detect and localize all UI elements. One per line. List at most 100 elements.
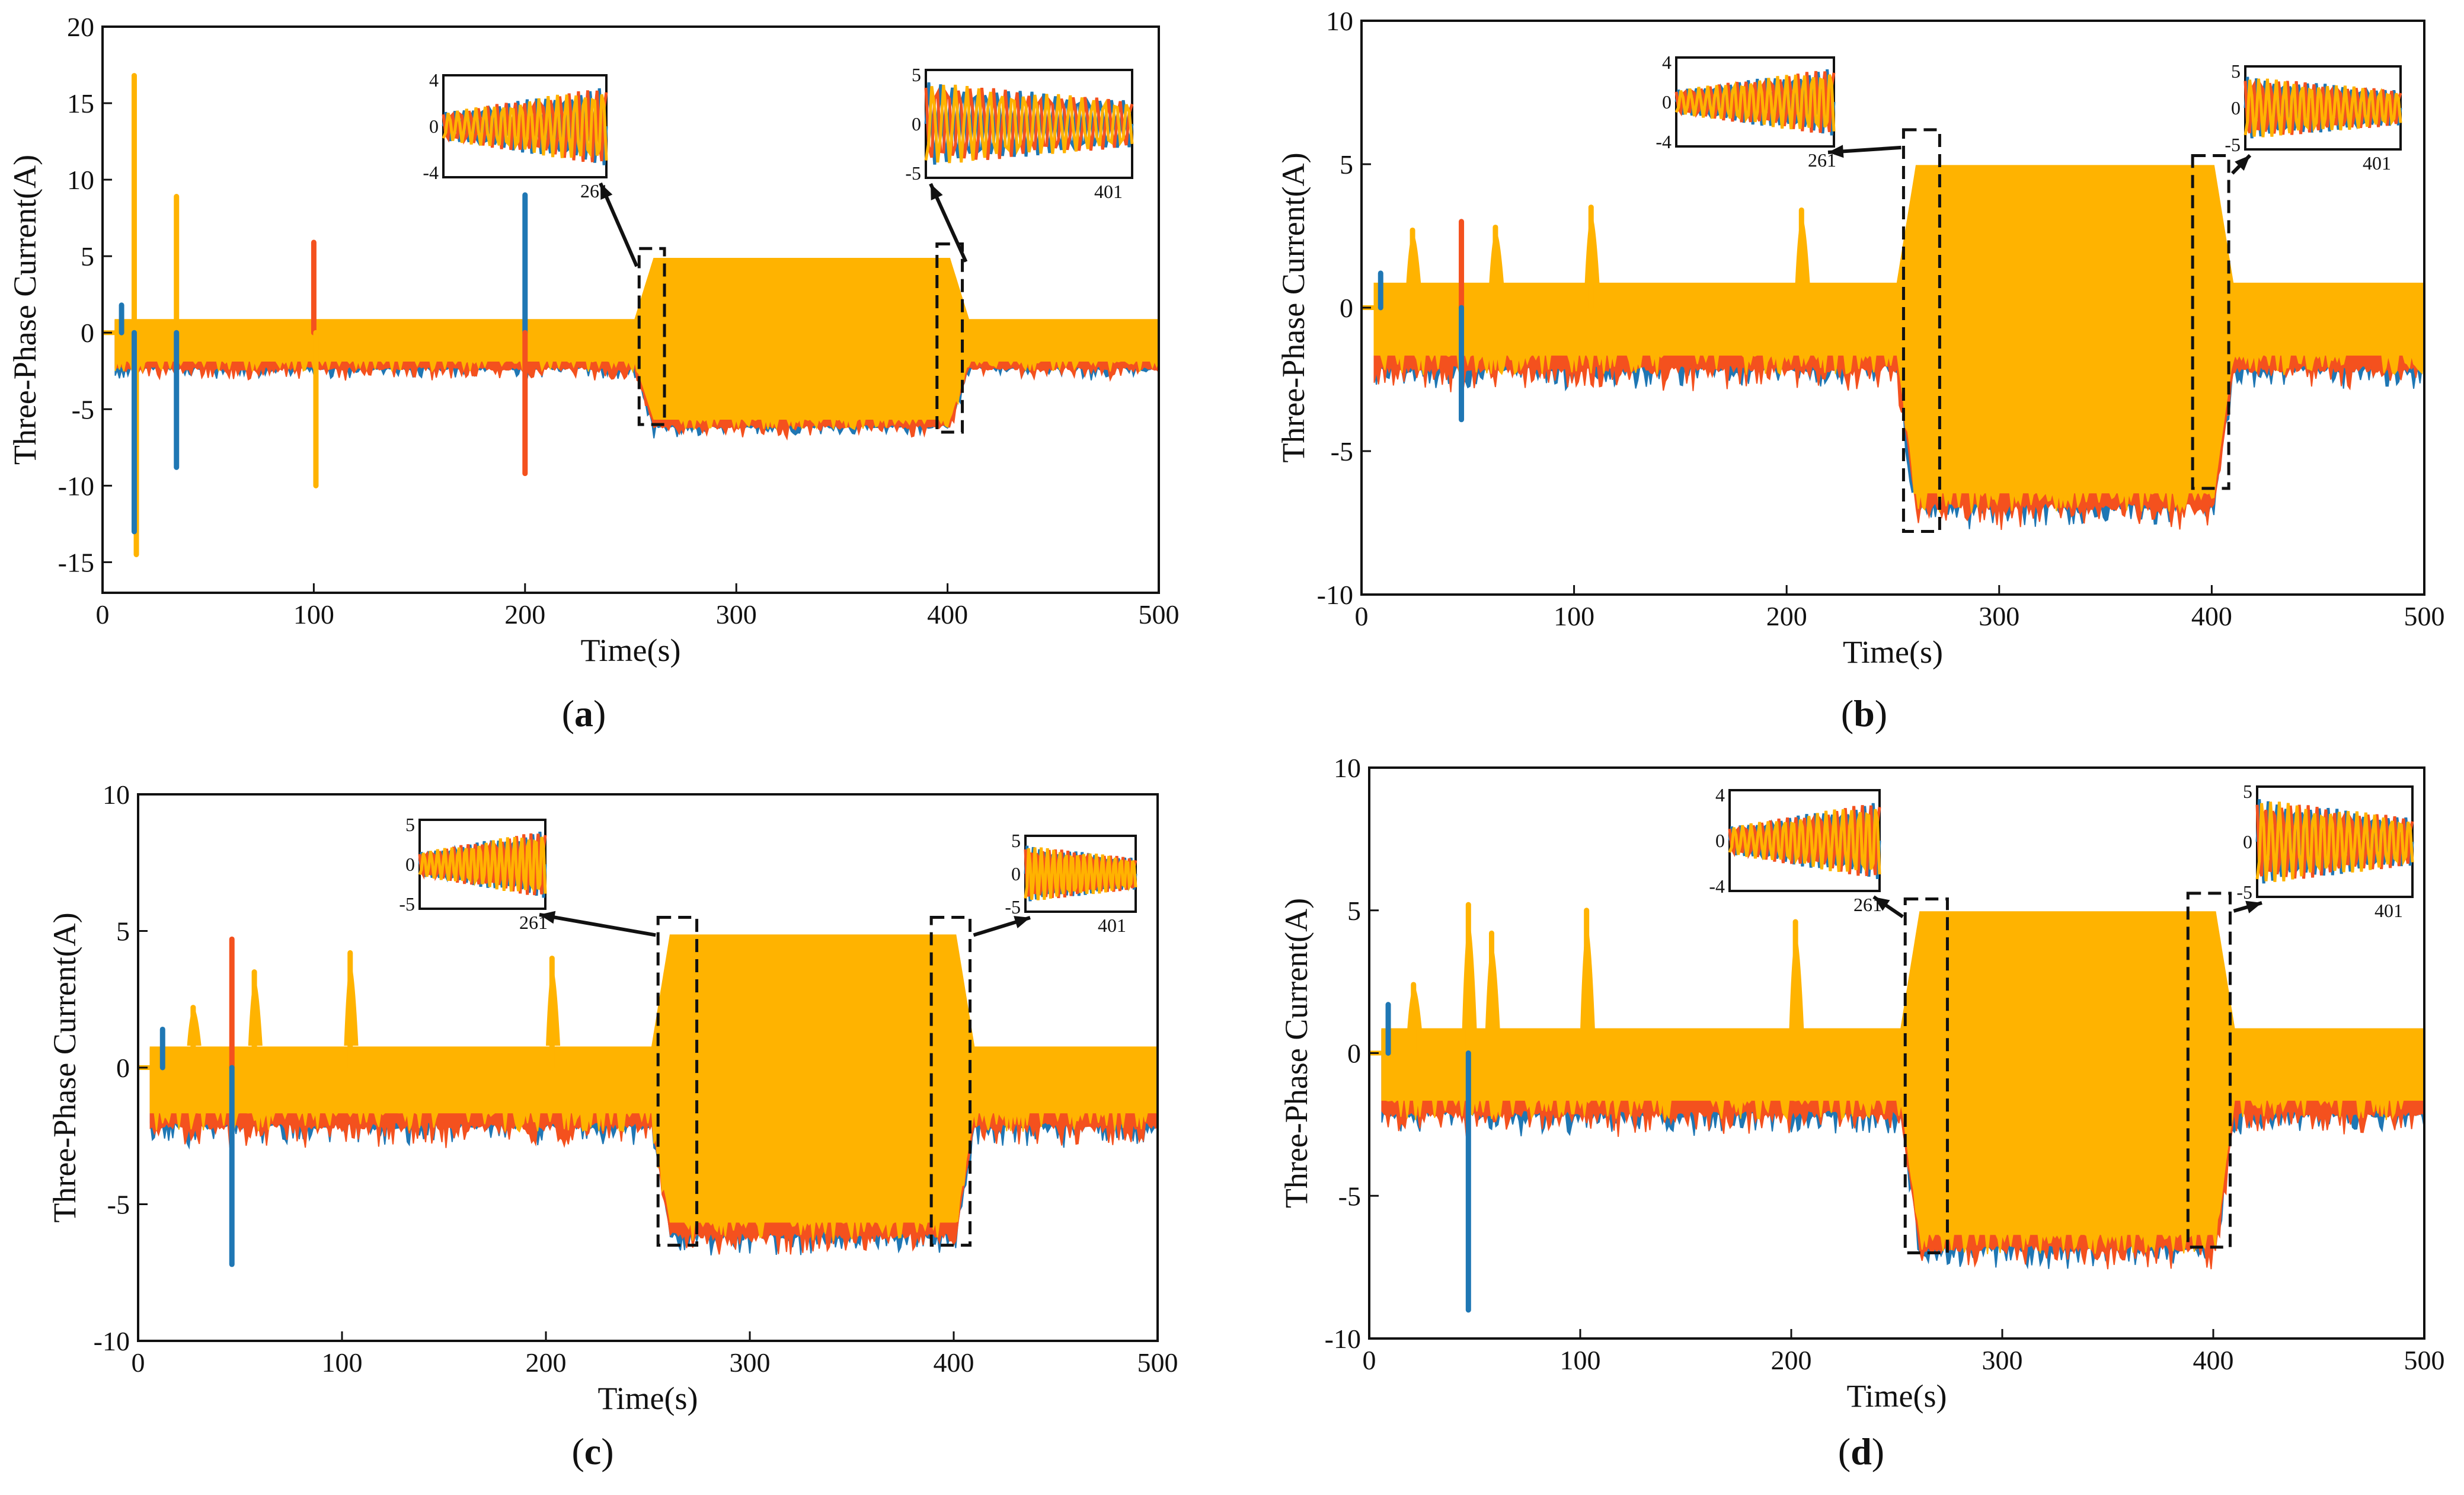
inset-y-tick: 0 — [2231, 97, 2241, 119]
inset-x-tick: 261 — [1808, 149, 1836, 171]
spike-hump — [1789, 937, 1804, 1030]
y-tick-label: 10 — [1334, 753, 1361, 783]
inset-y-tick: -5 — [2225, 134, 2241, 155]
chart-panel-d: 0 100 200 300 400 5001050-5-10Time(s)Three-Ph… — [1279, 753, 2445, 1472]
inset-trace — [1024, 849, 1137, 899]
y-tick-label: -5 — [72, 394, 94, 424]
zoom-inset: 5 0 -5 401 — [2236, 781, 2414, 921]
inset-y-tick: -5 — [905, 162, 921, 184]
spike-hump — [1407, 986, 1422, 1030]
zoom-inset: 4 0 -4 261 — [1656, 52, 1836, 171]
y-axis-label: Three-Phase Current(A) — [1279, 898, 1314, 1208]
panel-label: (c) — [571, 1430, 613, 1472]
zoom-box — [1903, 897, 1949, 1255]
spike-hump — [1795, 218, 1810, 285]
spike-hump — [248, 980, 263, 1046]
x-axis-label: Time(s) — [1843, 634, 1943, 670]
y-tick-label: -5 — [1331, 436, 1353, 467]
inset-x-tick: 261 — [580, 180, 609, 202]
y-tick-label: 0 — [1340, 293, 1353, 323]
x-tick-label: 100 — [1560, 1345, 1601, 1375]
x-tick-label: 100 — [293, 599, 334, 630]
panel-label-open: ( — [1838, 1430, 1851, 1472]
y-tick-label: 5 — [81, 241, 94, 271]
inset-trace — [1728, 805, 1881, 876]
inset-y-tick: 5 — [1011, 830, 1021, 851]
inset-y-tick: 4 — [429, 69, 439, 91]
x-tick-label: 500 — [1139, 599, 1180, 630]
panel-label-letter: a — [574, 692, 593, 734]
inset-trace — [442, 94, 608, 161]
axes-frame — [101, 25, 1160, 594]
inset-y-tick: 0 — [1011, 863, 1021, 884]
panel-label-letter: b — [1853, 692, 1875, 734]
panel-label-close: ) — [593, 692, 606, 734]
x-axis-label: Time(s) — [597, 1381, 698, 1416]
inset-trace — [418, 833, 547, 896]
y-tick-label: 10 — [67, 165, 94, 195]
inset-y-tick: 0 — [1662, 91, 1672, 113]
x-tick-label: 300 — [716, 599, 757, 630]
y-tick-label: 0 — [116, 1053, 130, 1083]
zoom-inset: 5 0 -5 401 — [905, 64, 1134, 202]
zoom-arrow-head — [1874, 897, 1890, 911]
zoom-arrow — [539, 913, 656, 937]
inset-trace — [924, 82, 1134, 165]
inset-y-tick: -4 — [1709, 876, 1725, 897]
y-tick-label: 0 — [81, 318, 94, 348]
zoom-arrow-head — [539, 911, 556, 924]
trace-phase-c — [114, 258, 1159, 430]
y-tick-label: 10 — [1326, 6, 1353, 36]
x-tick-label: 0 — [1355, 601, 1369, 631]
y-tick-label: 10 — [103, 780, 130, 810]
zoom-arrow-head — [1014, 916, 1030, 929]
signal-traces — [103, 73, 1159, 557]
x-tick-label: 400 — [2193, 1345, 2234, 1375]
x-tick-label: 400 — [927, 599, 968, 630]
y-tick-label: 20 — [67, 12, 94, 42]
inset-y-tick: 0 — [1715, 830, 1725, 851]
spike-hump — [1462, 922, 1477, 1030]
x-tick-label: 200 — [504, 599, 545, 630]
panel-label-close: ) — [1872, 1430, 1884, 1472]
x-tick-label: 100 — [1554, 601, 1594, 631]
y-axis-label: Three-Phase Current(A) — [1276, 152, 1311, 462]
panel-label-open: ( — [1841, 692, 1853, 734]
y-tick-label: 0 — [1347, 1039, 1361, 1069]
inset-x-tick: 261 — [519, 912, 548, 933]
zoom-box — [935, 242, 964, 434]
panel-label: (d) — [1838, 1430, 1884, 1472]
spike-hump — [1485, 945, 1500, 1030]
y-axis-label: Three-Phase Current(A) — [7, 155, 43, 465]
spike-hump — [344, 964, 359, 1046]
spike-hump — [187, 1008, 202, 1046]
x-tick-label: 500 — [2404, 601, 2445, 631]
y-axis-label: Three-Phase Current(A) — [47, 912, 82, 1222]
inset-y-tick: 0 — [912, 113, 921, 135]
inset-trace — [1674, 71, 1836, 133]
zoom-arrow-head — [931, 184, 943, 200]
y-tick-label: -10 — [94, 1326, 130, 1356]
x-tick-label: 300 — [730, 1347, 771, 1378]
zoom-box — [637, 247, 666, 426]
inset-trace — [418, 836, 547, 894]
zoom-inset: 5 0 -5 261 — [399, 814, 548, 933]
zoom-inset: 5 0 -5 401 — [1005, 830, 1137, 936]
zoom-inset: 5 0 -5 401 — [2225, 60, 2402, 174]
y-tick-label: 5 — [1347, 896, 1361, 926]
signal-traces — [138, 934, 1158, 1267]
inset-y-tick: 0 — [2243, 831, 2252, 852]
inset-trace — [2255, 804, 2414, 879]
inset-x-tick: 401 — [2374, 900, 2403, 921]
inset-y-tick: 0 — [429, 116, 439, 137]
x-tick-label: 300 — [1982, 1345, 2023, 1375]
x-axis-label: Time(s) — [1846, 1378, 1947, 1414]
x-tick-label: 500 — [2404, 1345, 2445, 1375]
inset-y-tick: 0 — [405, 854, 415, 875]
inset-y-tick: 4 — [1662, 52, 1672, 73]
panel-label: (b) — [1841, 692, 1887, 734]
spike-hump — [1580, 927, 1595, 1030]
inset-y-tick: -4 — [423, 162, 439, 183]
trace-phase-c — [1381, 911, 2425, 1254]
inset-y-tick: 5 — [2243, 781, 2252, 802]
